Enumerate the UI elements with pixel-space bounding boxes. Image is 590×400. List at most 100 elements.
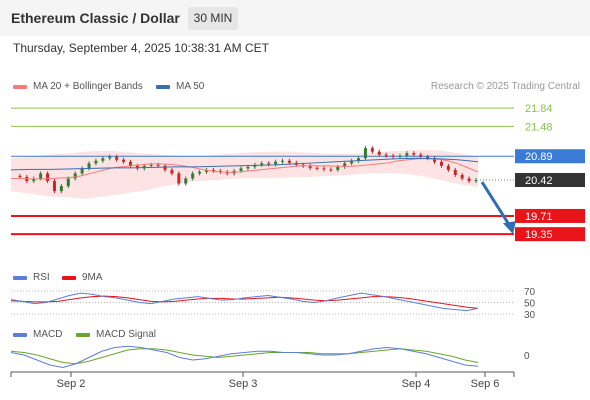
legend-ma50: MA 50 [156,81,204,92]
resistance-label: 21.84 [525,103,553,115]
candle-body [59,186,63,192]
candle-body [301,164,305,166]
candle-body [267,163,271,165]
candle-body [101,158,105,161]
pivot-label: 20.89 [525,151,553,163]
candle-body [329,169,333,171]
credit-label: Research © 2025 Trading Central [430,81,580,92]
candle-body [253,164,257,167]
candle-body [170,169,174,174]
candle-body [315,167,319,169]
macd-swatch [13,332,27,337]
candle-body [322,168,326,170]
title-bar: Ethereum Classic / Dollar 30 MIN [0,0,590,36]
current-price-label: 20.42 [525,175,553,187]
support-label: 19.35 [525,229,553,241]
rsi-level-label: 30 [524,310,536,321]
candle-body [439,161,443,166]
candle-body [391,155,395,157]
candle-body [80,168,84,174]
candle-body [467,178,471,182]
legend-macd-label: MACD [33,329,63,340]
candle-body [398,155,402,157]
timeframe-badge[interactable]: 30 MIN [188,7,238,30]
forecast-arrow-head [503,221,516,235]
legend-macd-signal: MACD Signal [76,329,156,340]
rsi-level-label: 50 [524,299,536,310]
legend-rsi-ma-label: 9MA [82,272,103,283]
resistance-label: 21.48 [525,121,553,133]
candle-body [281,160,285,162]
instrument-title: Ethereum Classic / Dollar [11,10,180,26]
candle-body [357,158,361,161]
candle-body [412,153,416,155]
support-tag [515,227,585,242]
candle-body [343,163,347,167]
datetime-label: Thursday, September 4, 2025 10:38:31 AM … [13,41,269,55]
rsi-line [10,292,479,312]
legend-ma20-label: MA 20 + Bollinger Bands [33,81,143,92]
candle-body [287,160,291,163]
ma50-line [10,157,479,171]
x-tick-label: Sep 6 [471,378,500,390]
candle-body [87,163,91,169]
candle-body [122,159,126,162]
candle-body [370,148,374,152]
support-tag [515,208,585,223]
candle-body [336,166,340,170]
candle-body [377,151,381,155]
macd-zero-label: 0 [524,351,530,362]
macd-line [10,345,479,369]
candle-body [426,156,430,159]
candle-body [66,178,70,187]
legend-macd-signal-label: MACD Signal [96,329,157,340]
legend-macd: MACD [13,329,62,340]
candle-body [350,160,354,164]
rsi-swatch [13,275,27,280]
candle-body [419,154,423,157]
legend-rsi-ma: 9MA [62,272,103,283]
x-tick-label: Sep 3 [229,378,258,390]
candle-body [191,173,195,179]
candle-body [433,158,437,162]
candle-body [308,165,312,168]
candle-body [39,173,43,179]
candle-body [474,180,478,182]
legend-rsi: RSI [13,272,50,283]
x-tick-label: Sep 2 [57,378,86,390]
macd-signal-swatch [76,332,90,337]
rsi-level-label: 70 [524,287,536,298]
candle-body [260,163,264,165]
candle-body [135,165,139,169]
candle-body [115,156,119,160]
x-tick-label: Sep 4 [402,378,431,390]
candle-body [460,174,464,179]
legend-ma20: MA 20 + Bollinger Bands [13,81,143,92]
candle-body [46,173,50,182]
ma50-swatch [156,84,170,89]
candle-body [32,178,36,182]
candle-body [128,161,132,166]
candle-body [163,165,167,170]
candle-body [446,165,450,170]
candle-body [204,169,208,172]
rsi-ma-swatch [62,275,76,280]
candle-body [52,181,56,192]
candle-body [384,154,388,156]
bollinger-band [11,149,478,199]
candle-body [453,169,457,175]
candle-body [177,173,181,184]
ma20-swatch [13,84,27,89]
candle-body [94,160,98,164]
candle-body [274,161,278,165]
candle-body [211,169,215,171]
legend-rsi-label: RSI [33,272,50,283]
rsi-ma-line [10,295,479,309]
candle-body [156,164,160,166]
candle-body [239,168,243,171]
current-price-tag [515,173,585,188]
candle-body [405,153,409,156]
candle-body [246,166,250,169]
forecast-arrow-shaft [480,181,512,227]
